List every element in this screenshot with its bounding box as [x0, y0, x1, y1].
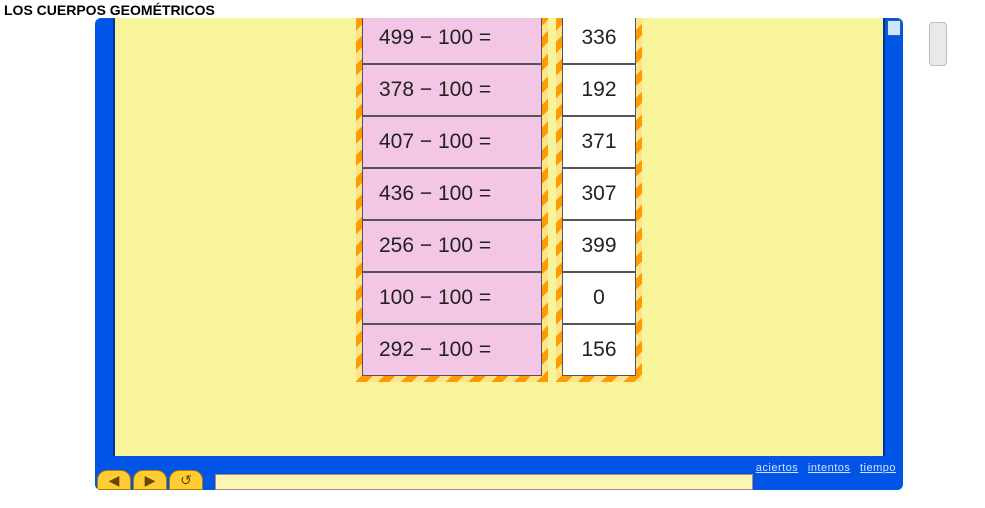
question-cell[interactable]: 436 − 100 =	[362, 168, 542, 220]
answer-cell[interactable]: 307	[562, 168, 636, 220]
info-strip	[215, 474, 753, 490]
stat-tiempo: tiempo	[860, 462, 896, 474]
answer-cell[interactable]: 0	[562, 272, 636, 324]
prev-button[interactable]: ◀	[97, 470, 131, 490]
stat-intentos: intentos	[808, 462, 851, 474]
answers-frame: 270 336 192 371 307 399 0 156	[556, 18, 642, 382]
question-cell[interactable]: 100 − 100 =	[362, 272, 542, 324]
answer-cell[interactable]: 156	[562, 324, 636, 376]
reset-button[interactable]: ↺	[169, 470, 203, 490]
app-frame: 471 − 100 = 499 − 100 = 378 − 100 = 407 …	[95, 18, 903, 490]
answer-cell[interactable]: 399	[562, 220, 636, 272]
questions-column: 471 − 100 = 499 − 100 = 378 − 100 = 407 …	[362, 18, 542, 376]
bottom-bar: ◀ ▶ ↺ aciertos intentos tiempo	[95, 456, 903, 490]
answer-cell[interactable]: 192	[562, 64, 636, 116]
question-cell[interactable]: 407 − 100 =	[362, 116, 542, 168]
question-cell[interactable]: 378 − 100 =	[362, 64, 542, 116]
outer-scrollbar-thumb[interactable]	[929, 22, 947, 66]
work-area: 471 − 100 = 499 − 100 = 378 − 100 = 407 …	[113, 18, 885, 474]
answers-column: 270 336 192 371 307 399 0 156	[562, 18, 636, 376]
nav-pills: ◀ ▶ ↺	[97, 470, 203, 490]
question-cell[interactable]: 292 − 100 =	[362, 324, 542, 376]
next-button[interactable]: ▶	[133, 470, 167, 490]
questions-frame: 471 − 100 = 499 − 100 = 378 − 100 = 407 …	[356, 18, 548, 382]
exercise-columns: 471 − 100 = 499 − 100 = 378 − 100 = 407 …	[356, 18, 642, 382]
stat-aciertos: aciertos	[756, 462, 799, 474]
answer-cell[interactable]: 336	[562, 18, 636, 64]
stats-labels: aciertos intentos tiempo	[753, 462, 899, 474]
frame-scrollbar[interactable]	[887, 20, 901, 36]
question-cell[interactable]: 499 − 100 =	[362, 18, 542, 64]
answer-cell[interactable]: 371	[562, 116, 636, 168]
page-title: LOS CUERPOS GEOMÉTRICOS	[0, 0, 985, 20]
question-cell[interactable]: 256 − 100 =	[362, 220, 542, 272]
